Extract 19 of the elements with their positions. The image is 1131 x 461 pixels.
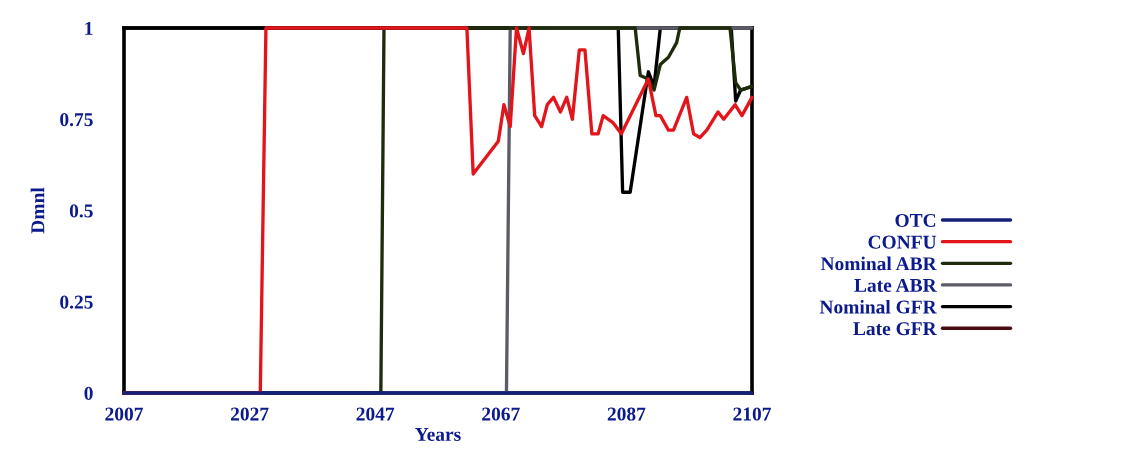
legend-label: CONFU [868, 235, 937, 249]
y-tick-label: 0.75 [60, 113, 93, 127]
x-tick-label: 2087 [607, 407, 646, 421]
x-tick-label: 2047 [356, 407, 395, 421]
y-tick-label: 0.25 [60, 295, 93, 309]
x-tick-label: 2027 [230, 407, 269, 421]
legend-label: Late ABR [854, 278, 937, 292]
legend-label: Nominal ABR [820, 256, 937, 271]
x-axis-title: Years [415, 428, 461, 441]
x-tick-label: 2007 [105, 407, 143, 421]
y-axis-title: Dmnl [30, 187, 45, 234]
y-tick-label: 1 [85, 21, 93, 35]
x-tick-label: 2107 [733, 407, 771, 421]
y-tick-label: 0.5 [69, 204, 93, 218]
legend-label: OTC [895, 213, 936, 228]
x-tick-label: 2067 [482, 407, 520, 421]
y-tick-label: 0 [84, 386, 93, 400]
legend-label: Nominal GFR [819, 299, 937, 314]
legend-label: Late GFR [853, 322, 937, 336]
